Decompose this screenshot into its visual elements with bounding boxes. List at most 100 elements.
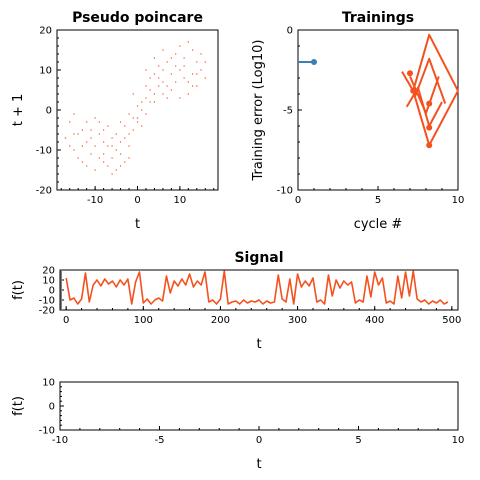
- data-point: [166, 61, 168, 63]
- data-point: [86, 165, 88, 167]
- data-point: [69, 145, 71, 147]
- x-tick-label: 500: [442, 315, 461, 326]
- data-point: [149, 89, 151, 91]
- series-marker: [426, 100, 433, 107]
- data-point: [77, 157, 79, 159]
- data-point: [73, 149, 75, 151]
- data-point: [162, 69, 164, 71]
- data-point: [77, 133, 79, 135]
- data-point: [183, 65, 185, 67]
- x-tick-label: 5: [355, 435, 361, 446]
- data-point: [183, 57, 185, 59]
- data-point: [124, 161, 126, 163]
- chart-title: Trainings: [342, 10, 414, 26]
- y-tick-label: 20: [39, 26, 52, 37]
- x-axis-label: t: [135, 217, 140, 232]
- data-point: [170, 57, 172, 59]
- data-point: [175, 65, 177, 67]
- series-marker: [410, 87, 417, 94]
- data-point: [115, 133, 117, 135]
- data-point: [170, 73, 172, 75]
- data-point: [141, 101, 143, 103]
- data-point: [73, 113, 75, 115]
- x-axis-label: t: [256, 337, 261, 352]
- data-point: [98, 157, 100, 159]
- data-point: [136, 105, 139, 107]
- data-point: [107, 165, 109, 167]
- data-point: [158, 85, 160, 87]
- data-point: [187, 81, 189, 83]
- x-tick-label: 300: [288, 315, 307, 326]
- data-point: [107, 145, 109, 147]
- data-point: [119, 121, 122, 123]
- data-point: [124, 125, 126, 127]
- x-tick-label: 10: [452, 195, 465, 206]
- data-point: [69, 121, 71, 123]
- data-point: [90, 137, 92, 139]
- data-point: [103, 153, 105, 155]
- data-point: [136, 117, 139, 119]
- x-axis-label: t: [256, 457, 261, 472]
- data-point: [103, 129, 105, 131]
- data-point: [196, 85, 198, 87]
- x-axis-label: cycle #: [354, 217, 403, 232]
- data-point: [119, 153, 122, 155]
- data-point: [132, 117, 134, 119]
- y-tick-label: 20: [42, 266, 55, 277]
- y-tick-label: -20: [36, 186, 52, 197]
- data-point: [179, 69, 181, 71]
- chart-trainings: 0 5 10 -10 -5 0 Trainings cycle # Training error…: [251, 10, 464, 232]
- x-tick-label: -10: [87, 195, 103, 206]
- data-point: [145, 69, 147, 71]
- data-point: [115, 149, 117, 151]
- data-point: [162, 93, 164, 95]
- data-point: [90, 153, 92, 155]
- y-tick-label: 0: [49, 402, 55, 413]
- data-point: [149, 101, 151, 103]
- data-point: [94, 145, 96, 147]
- x-tick-label: 200: [211, 315, 230, 326]
- data-point: [124, 137, 126, 139]
- series-line: [409, 76, 440, 115]
- data-point: [196, 61, 198, 63]
- x-tick-label: -5: [155, 435, 165, 446]
- data-point: [158, 65, 160, 67]
- chart-empty: -10 -5 0 5 10 -10 0 10 t f(t): [11, 378, 464, 473]
- series-marker: [426, 142, 433, 149]
- data-point: [191, 85, 194, 87]
- data-point: [86, 141, 88, 143]
- y-tick-label: -10: [36, 146, 52, 157]
- data-point: [162, 49, 164, 51]
- y-tick-label: -10: [39, 426, 55, 437]
- data-point: [187, 41, 189, 43]
- data-point: [103, 141, 105, 143]
- data-point: [111, 173, 113, 175]
- data-point: [183, 77, 185, 79]
- data-point: [98, 133, 100, 135]
- y-tick-label: 10: [42, 378, 55, 389]
- data-point: [204, 61, 206, 63]
- data-point: [107, 125, 109, 127]
- series-marker: [311, 59, 317, 65]
- data-point: [115, 169, 117, 171]
- y-axis-label: t + 1: [11, 94, 26, 127]
- data-point: [119, 141, 122, 143]
- data-point: [153, 73, 156, 75]
- data-point: [73, 133, 75, 135]
- data-point: [166, 85, 168, 87]
- y-tick-label: -20: [39, 306, 55, 317]
- chart-title: Signal: [234, 250, 283, 266]
- series-marker: [407, 70, 413, 77]
- data-point: [94, 117, 96, 119]
- x-tick-label: -10: [52, 435, 68, 446]
- data-point: [136, 121, 139, 123]
- data-point: [166, 97, 168, 99]
- data-point: [179, 45, 181, 47]
- data-point: [191, 73, 194, 75]
- y-tick-label: 0: [49, 286, 55, 297]
- y-tick-label: 10: [39, 66, 52, 77]
- data-point: [128, 133, 130, 135]
- data-point: [153, 101, 156, 103]
- data-point: [111, 137, 113, 139]
- y-axis-label: Training error (Log10): [251, 40, 266, 182]
